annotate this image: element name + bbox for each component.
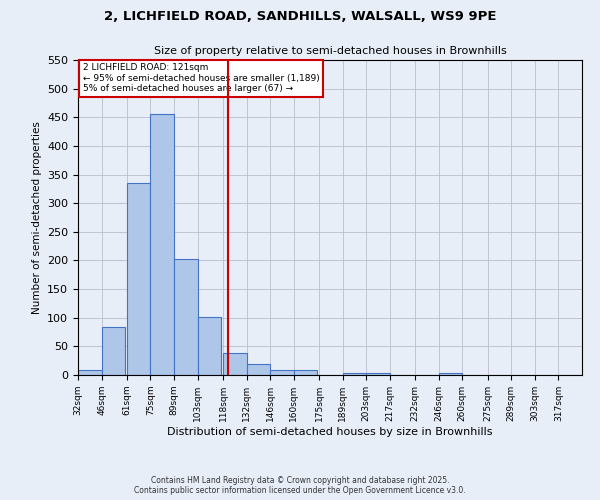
- Bar: [127, 182, 151, 375]
- Bar: [197, 317, 221, 375]
- Y-axis label: Number of semi-detached properties: Number of semi-detached properties: [32, 121, 41, 314]
- Bar: [270, 370, 294, 375]
- Bar: [101, 328, 125, 375]
- Bar: [78, 370, 101, 375]
- Text: 2 LICHFIELD ROAD: 121sqm
← 95% of semi-detached houses are smaller (1,189)
5% of: 2 LICHFIELD ROAD: 121sqm ← 95% of semi-d…: [83, 63, 320, 93]
- Bar: [366, 372, 390, 375]
- Title: Size of property relative to semi-detached houses in Brownhills: Size of property relative to semi-detach…: [154, 46, 506, 56]
- Bar: [294, 370, 317, 375]
- Text: Contains HM Land Registry data © Crown copyright and database right 2025.
Contai: Contains HM Land Registry data © Crown c…: [134, 476, 466, 495]
- X-axis label: Distribution of semi-detached houses by size in Brownhills: Distribution of semi-detached houses by …: [167, 426, 493, 436]
- Bar: [439, 372, 463, 375]
- Bar: [247, 364, 270, 375]
- Text: 2, LICHFIELD ROAD, SANDHILLS, WALSALL, WS9 9PE: 2, LICHFIELD ROAD, SANDHILLS, WALSALL, W…: [104, 10, 496, 23]
- Bar: [223, 353, 247, 375]
- Bar: [343, 372, 366, 375]
- Bar: [151, 114, 174, 375]
- Bar: [174, 260, 197, 375]
